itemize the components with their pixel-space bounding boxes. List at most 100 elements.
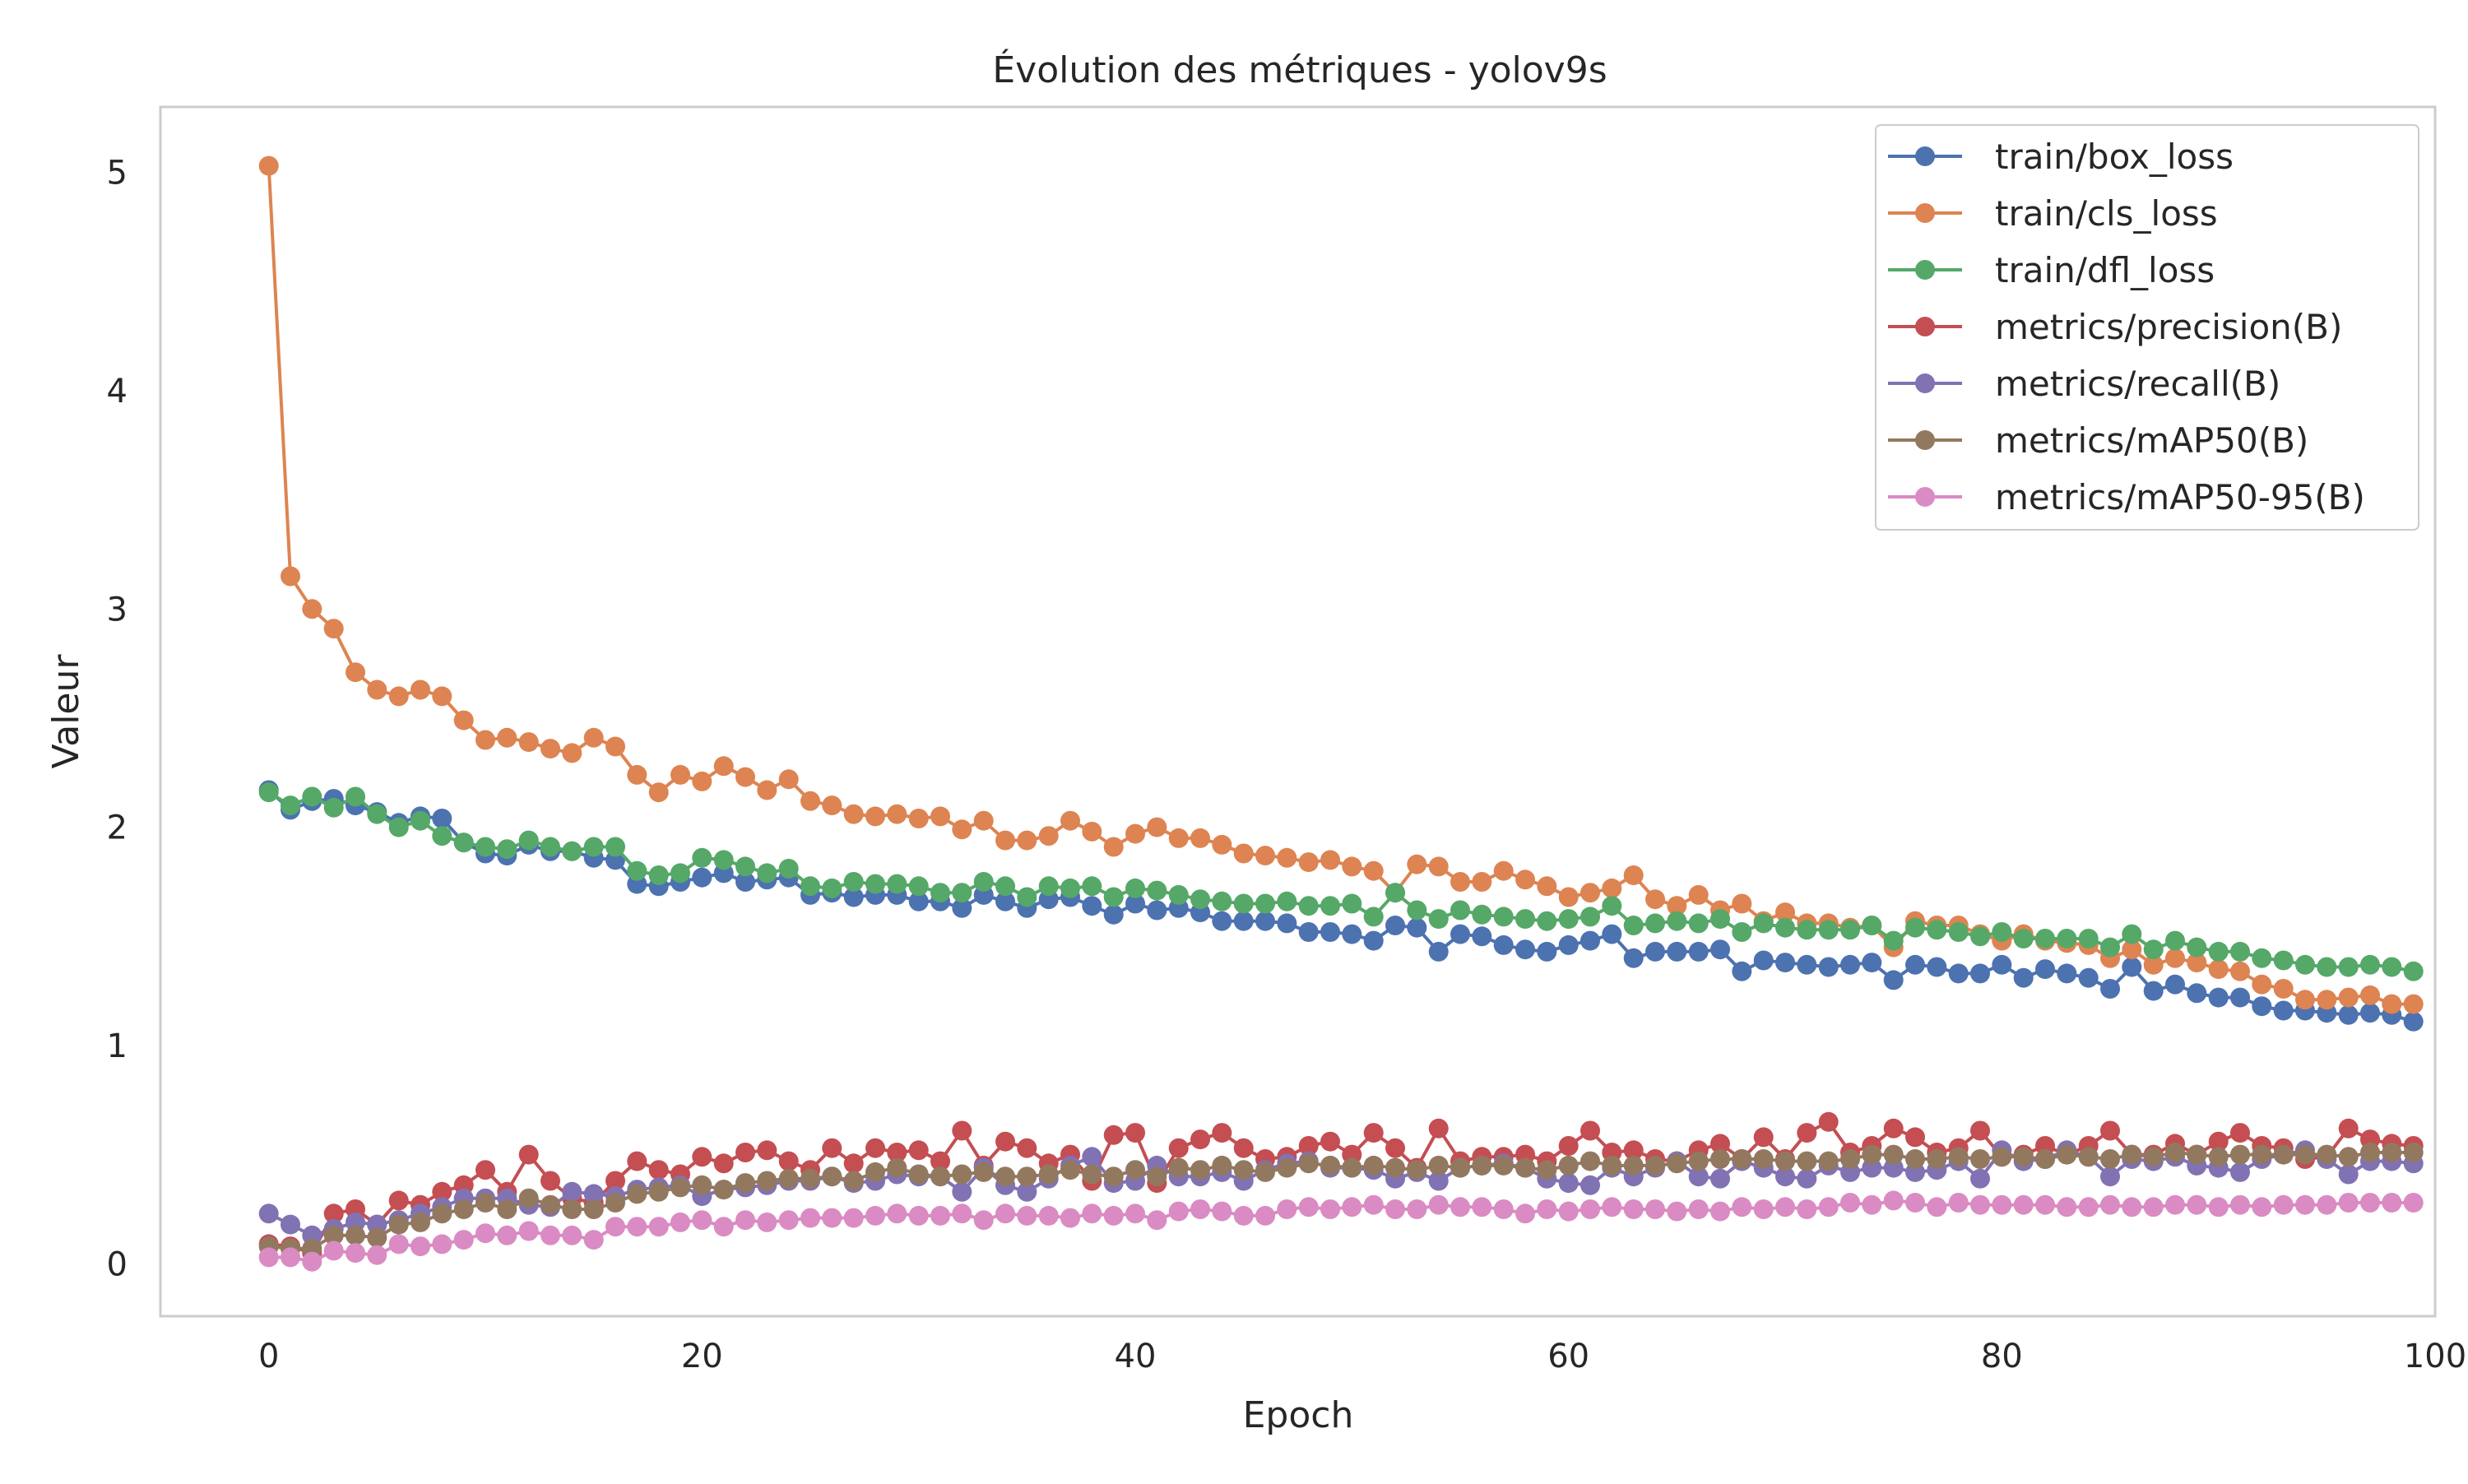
data-point [1883, 1190, 1904, 1211]
legend-label: train/box_loss [1995, 137, 2234, 177]
data-point [1515, 870, 1535, 890]
data-point [2252, 948, 2272, 968]
series-line [267, 791, 2415, 973]
data-point [2035, 929, 2055, 948]
data-point [1407, 854, 1427, 874]
data-point [1775, 1151, 1795, 1171]
data-point [1515, 1203, 1535, 1224]
data-point [2360, 1193, 2380, 1213]
data-point [1840, 920, 1860, 940]
data-point [1862, 1144, 1882, 1165]
data-point [1147, 880, 1167, 901]
data-point [1688, 941, 1709, 962]
data-point [1363, 1194, 1384, 1215]
data-point [627, 1217, 647, 1237]
data-point [952, 1181, 972, 1202]
legend-label: metrics/recall(B) [1995, 364, 2280, 404]
data-point [476, 1193, 495, 1213]
data-point [2143, 939, 2164, 960]
data-point [995, 830, 1015, 851]
data-point [1623, 1155, 1644, 1176]
data-point [476, 730, 495, 750]
data-point [1948, 1147, 1969, 1167]
data-point [1060, 810, 1080, 831]
data-point [973, 1162, 994, 1182]
data-point [2360, 985, 2380, 1005]
legend-items: train/box_loss train/cls_loss train/dfl_lo… [1888, 137, 2365, 517]
data-point [1298, 1153, 1319, 1174]
data-point [973, 1210, 994, 1231]
series-line [268, 1199, 2414, 1264]
data-point [692, 847, 712, 868]
data-point [1927, 920, 1947, 940]
data-point [2187, 1194, 2207, 1215]
x-tick-label: 80 [1981, 1338, 2023, 1375]
data-point [2122, 957, 2142, 977]
data-point [1927, 1197, 1947, 1217]
legend-swatch-marker [1915, 317, 1935, 336]
data-point [887, 1143, 907, 1162]
data-point [973, 810, 994, 831]
data-point [1948, 1193, 1969, 1213]
data-point [2403, 994, 2424, 1014]
data-point [1363, 860, 1384, 881]
data-point [1970, 1149, 1990, 1169]
data-point [648, 1181, 669, 1202]
data-point [2230, 987, 2250, 1008]
data-point [2252, 1197, 2272, 1217]
data-point [930, 1166, 950, 1187]
data-point [1667, 1201, 1687, 1222]
data-point [627, 1184, 647, 1204]
data-point [973, 872, 994, 892]
data-point [1407, 900, 1427, 921]
data-point [2100, 1194, 2120, 1215]
data-point [1688, 1166, 1709, 1187]
data-point [2230, 961, 2250, 981]
data-point [1168, 1157, 1189, 1178]
data-point [302, 1251, 322, 1272]
data-point [2360, 1143, 2380, 1162]
data-point [476, 837, 495, 857]
data-point [887, 1203, 907, 1224]
data-point [2035, 1194, 2055, 1215]
data-point [388, 686, 409, 707]
data-point [1255, 846, 1275, 866]
series-line [267, 789, 2415, 1023]
legend-swatch-marker [1915, 203, 1935, 223]
data-point [648, 1217, 669, 1237]
data-point [1775, 902, 1795, 923]
data-point [1710, 1201, 1730, 1222]
y-tick-label: 4 [107, 373, 128, 410]
data-point [497, 1225, 517, 1245]
data-point [367, 1245, 387, 1265]
data-point [346, 662, 365, 683]
data-point [1753, 1149, 1774, 1169]
data-point [1060, 1208, 1080, 1228]
data-point [1537, 876, 1557, 897]
data-point [2403, 961, 2424, 981]
data-point [1385, 916, 1405, 935]
data-point [1623, 916, 1644, 935]
data-point [2122, 924, 2142, 944]
data-point [930, 883, 950, 903]
data-point [281, 795, 300, 816]
legend-swatch-marker [1915, 487, 1935, 507]
data-point [1537, 941, 1557, 962]
data-point [952, 1164, 972, 1185]
data-point [1992, 1194, 2012, 1215]
data-point [2317, 1144, 2337, 1165]
data-point [2317, 990, 2337, 1010]
data-point [1212, 911, 1232, 931]
data-point [2035, 959, 2055, 980]
data-point [1558, 1201, 1579, 1222]
data-point [1298, 1136, 1319, 1156]
data-point [735, 1210, 755, 1231]
data-point [497, 727, 517, 748]
data-point [1385, 1157, 1405, 1178]
data-point [2382, 1193, 2402, 1213]
data-point [281, 1214, 300, 1235]
data-point [1320, 922, 1340, 942]
data-point [670, 764, 690, 785]
data-point [323, 619, 344, 639]
data-point [1537, 1160, 1557, 1180]
